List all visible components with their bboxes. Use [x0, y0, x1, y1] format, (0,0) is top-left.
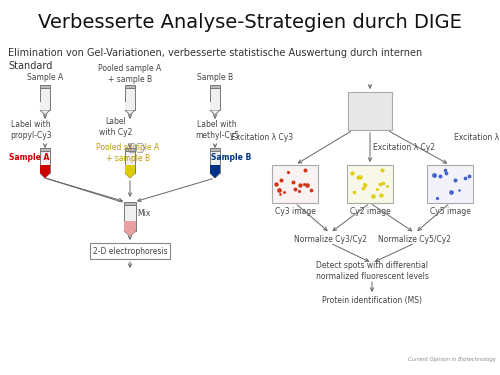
Bar: [40, 88, 50, 110]
Bar: [210, 88, 220, 110]
Polygon shape: [210, 110, 220, 115]
Text: Label with
methyl-Cy5: Label with methyl-Cy5: [195, 120, 239, 140]
Bar: [40, 102, 50, 110]
Text: 2-D electrophoresis: 2-D electrophoresis: [92, 246, 168, 255]
Bar: [40, 151, 50, 173]
Bar: [427, 165, 473, 203]
Bar: [125, 165, 135, 173]
Text: Detect spots with differential
normalized fluorescent levels: Detect spots with differential normalize…: [316, 261, 428, 281]
Text: Excitation λ Cy5: Excitation λ Cy5: [454, 134, 500, 142]
Bar: [125, 88, 135, 110]
Bar: [210, 165, 220, 173]
Text: Cy5 image: Cy5 image: [430, 207, 470, 216]
Polygon shape: [40, 173, 50, 178]
Text: Label with
propyl-Cy3: Label with propyl-Cy3: [10, 120, 52, 140]
Bar: [40, 165, 50, 173]
Polygon shape: [125, 110, 135, 115]
Bar: [125, 148, 135, 151]
Bar: [210, 151, 220, 173]
Bar: [125, 85, 135, 88]
Bar: [210, 85, 220, 88]
Bar: [210, 102, 220, 110]
Bar: [40, 85, 50, 88]
Text: Sample B: Sample B: [197, 74, 233, 82]
Text: Label
with Cy2: Label with Cy2: [100, 117, 132, 137]
Text: Sample B: Sample B: [211, 153, 251, 162]
Polygon shape: [40, 173, 50, 178]
Text: Sample A: Sample A: [9, 153, 49, 162]
Text: Current Opinion in Biotechnology: Current Opinion in Biotechnology: [408, 357, 496, 363]
Bar: [125, 102, 135, 110]
Bar: [124, 202, 136, 205]
Text: Protein identification (MS): Protein identification (MS): [322, 296, 422, 304]
Text: Verbesserte Analyse-Strategien durch DIGE: Verbesserte Analyse-Strategien durch DIG…: [38, 12, 462, 32]
Polygon shape: [124, 231, 136, 236]
Bar: [124, 221, 136, 231]
Text: Sample A: Sample A: [27, 74, 63, 82]
Bar: [272, 165, 318, 203]
Bar: [210, 148, 220, 151]
Text: Excitation λ Cy2: Excitation λ Cy2: [373, 144, 435, 153]
Bar: [40, 148, 50, 151]
Text: Elimination von Gel-Variationen, verbesserte statistische Auswertung durch inter: Elimination von Gel-Variationen, verbess…: [8, 48, 422, 71]
Bar: [125, 151, 135, 173]
Text: Cy2 image: Cy2 image: [350, 207, 391, 216]
Polygon shape: [125, 173, 135, 178]
Bar: [90, 243, 170, 259]
Text: Excitation λ Cy3: Excitation λ Cy3: [231, 134, 293, 142]
Text: Normalize Cy5/Cy2: Normalize Cy5/Cy2: [378, 234, 452, 243]
Text: Pooled sample A
+ sample B: Pooled sample A + sample B: [98, 64, 162, 84]
Text: Normalize Cy3/Cy2: Normalize Cy3/Cy2: [294, 234, 366, 243]
Bar: [347, 165, 393, 203]
Bar: [124, 205, 136, 231]
Polygon shape: [40, 110, 50, 115]
Polygon shape: [124, 231, 136, 236]
Polygon shape: [210, 173, 220, 178]
Text: Pooled sample A
+ sample B: Pooled sample A + sample B: [96, 143, 160, 163]
Text: Cy3 image: Cy3 image: [274, 207, 316, 216]
Bar: [348, 92, 392, 130]
Polygon shape: [210, 173, 220, 178]
Text: Mix: Mix: [138, 210, 150, 219]
Polygon shape: [125, 173, 135, 178]
